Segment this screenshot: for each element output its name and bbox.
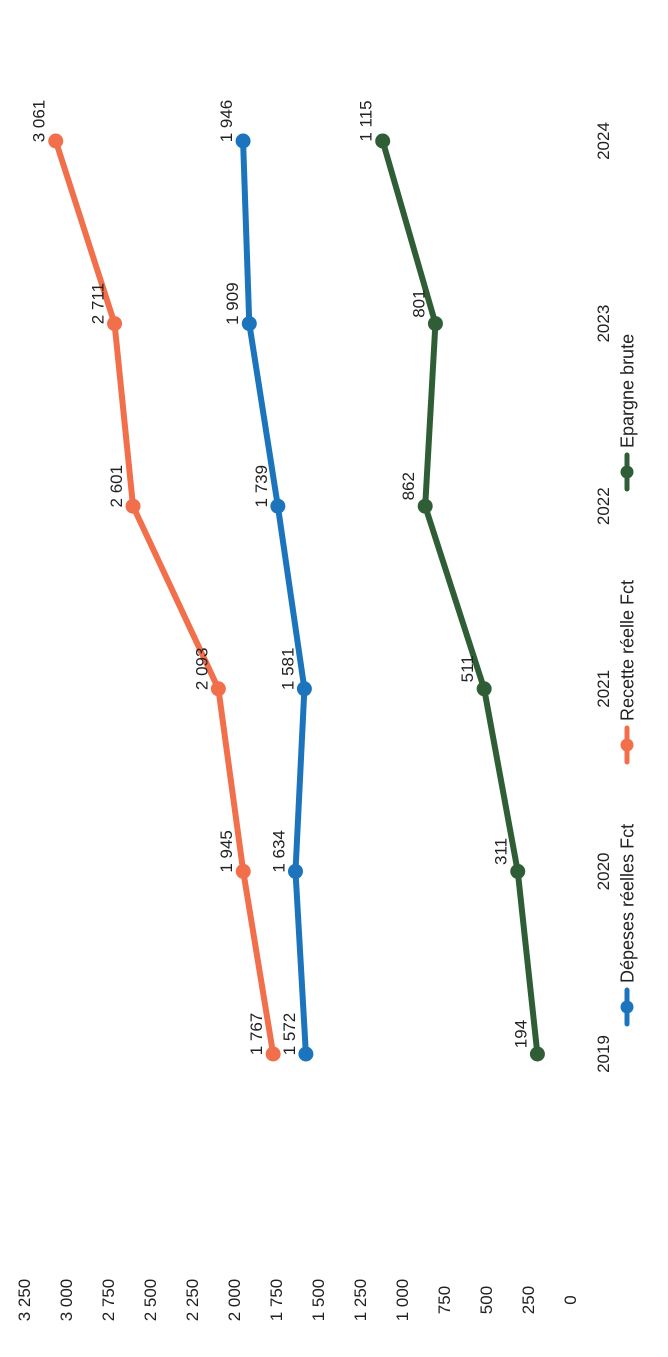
series-2: 194 311 511 862 801 1 115 — [357, 100, 545, 1062]
data-label: 1 945 — [217, 830, 236, 873]
data-point — [125, 498, 141, 514]
data-label: 194 — [511, 1020, 530, 1048]
value-tick-label: 1 500 — [309, 1279, 328, 1322]
legend-item: Dépeses réelles Fct — [617, 824, 637, 1027]
value-tick-label: 750 — [435, 1286, 454, 1314]
data-label: 1 572 — [280, 1013, 299, 1056]
value-tick-label: 2 250 — [183, 1279, 202, 1322]
legend-marker-icon — [620, 465, 634, 479]
data-label: 2 093 — [192, 648, 211, 691]
data-label: 1 909 — [223, 282, 242, 325]
data-point — [510, 863, 526, 879]
data-point — [48, 133, 64, 149]
value-tick-label: 1 000 — [393, 1279, 412, 1322]
series-line — [379, 138, 541, 1057]
data-point — [417, 498, 433, 514]
data-point — [241, 316, 257, 332]
legend-label: Dépeses réelles Fct — [617, 824, 637, 983]
data-label: 511 — [458, 655, 477, 682]
data-point — [427, 316, 443, 332]
data-label: 3 061 — [30, 100, 49, 143]
data-label: 862 — [399, 472, 418, 500]
series-1: 1 767 1 945 2 093 2 601 2 711 3 061 — [30, 100, 281, 1062]
data-label: 1 581 — [278, 648, 297, 691]
data-label: 2 711 — [89, 283, 108, 324]
category-label: 2020 — [594, 852, 613, 890]
legend-item: Recette réelle Fct — [617, 580, 637, 765]
category-label: 2023 — [594, 305, 613, 343]
data-label: 311 — [492, 838, 511, 865]
value-tick-label: 250 — [519, 1286, 538, 1314]
series-0: 1 572 1 634 1 581 1 739 1 909 1 946 — [217, 100, 314, 1062]
data-point — [298, 1046, 314, 1062]
series-line — [240, 138, 309, 1057]
value-axis: 0 250 500 750 1 000 1 250 1 500 1 750 2 000 2 250… — [15, 1279, 580, 1322]
data-label: 2 601 — [107, 465, 126, 508]
data-point — [270, 498, 286, 514]
data-label: 801 — [409, 289, 428, 317]
data-point — [235, 133, 251, 149]
data-point — [476, 681, 492, 697]
legend-marker-icon — [620, 738, 634, 752]
value-tick-label: 2 500 — [141, 1279, 160, 1322]
category-label: 2022 — [594, 487, 613, 525]
value-tick-label: 1 750 — [267, 1279, 286, 1322]
category-axis: 2019 2020 2021 2022 2023 2024 — [594, 122, 613, 1073]
data-label: 1 767 — [247, 1013, 266, 1056]
series-line — [52, 138, 277, 1057]
data-point — [210, 681, 226, 697]
value-tick-label: 500 — [477, 1286, 496, 1314]
data-label: 1 946 — [217, 100, 236, 143]
value-tick-label: 3 000 — [57, 1279, 76, 1322]
data-point — [296, 681, 312, 697]
value-tick-label: 1 250 — [351, 1279, 370, 1322]
legend-label: Recette réelle Fct — [617, 580, 637, 721]
category-label: 2021 — [594, 670, 613, 708]
value-tick-label: 2 000 — [225, 1279, 244, 1322]
legend-label: Epargne brute — [617, 334, 637, 448]
data-point — [287, 863, 303, 879]
legend: Dépeses réelles Fct Recette réelle Fct Epa… — [617, 334, 637, 1027]
legend-item: Epargne brute — [617, 334, 637, 492]
legend-marker-icon — [620, 1000, 634, 1014]
data-label: 1 115 — [357, 100, 376, 141]
data-label: 1 634 — [269, 830, 288, 873]
data-point — [375, 133, 391, 149]
value-tick-label: 3 250 — [15, 1279, 34, 1322]
data-label: 1 739 — [252, 465, 271, 508]
value-tick-label: 2 750 — [99, 1279, 118, 1322]
data-point — [235, 863, 251, 879]
category-label: 2024 — [594, 122, 613, 160]
category-label: 2019 — [594, 1035, 613, 1073]
data-point — [107, 316, 123, 332]
data-point — [529, 1046, 545, 1062]
data-point — [265, 1046, 281, 1062]
value-tick-label: 0 — [561, 1295, 580, 1304]
